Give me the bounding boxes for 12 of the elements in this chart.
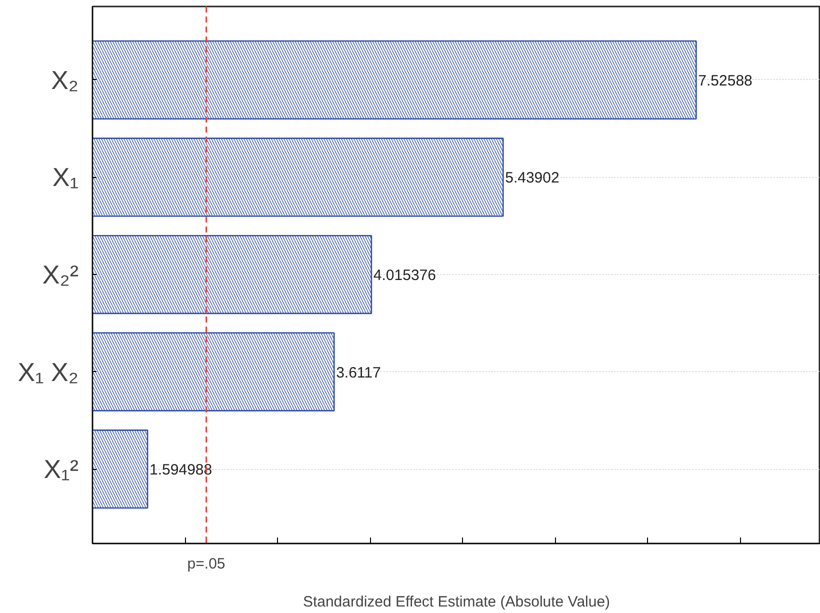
data-label: 4.015376 xyxy=(373,267,436,284)
y-tick-label: X₁ X₂ xyxy=(18,356,79,387)
x-axis-title: Standardized Effect Estimate (Absolute Value) xyxy=(302,594,610,610)
data-label: 1.594988 xyxy=(150,462,212,479)
y-tick-label: X₂ xyxy=(51,64,79,95)
y-tick-label: X₁² xyxy=(44,454,79,484)
data-label: 7.52588 xyxy=(698,72,752,90)
y-tick-label: X₂² xyxy=(42,260,79,290)
data-label: 3.6117 xyxy=(336,364,381,382)
data-label: 5.43902 xyxy=(505,170,560,187)
y-tick-label: X₁ xyxy=(52,162,79,192)
ref-line-label: p=.05 xyxy=(187,556,226,572)
